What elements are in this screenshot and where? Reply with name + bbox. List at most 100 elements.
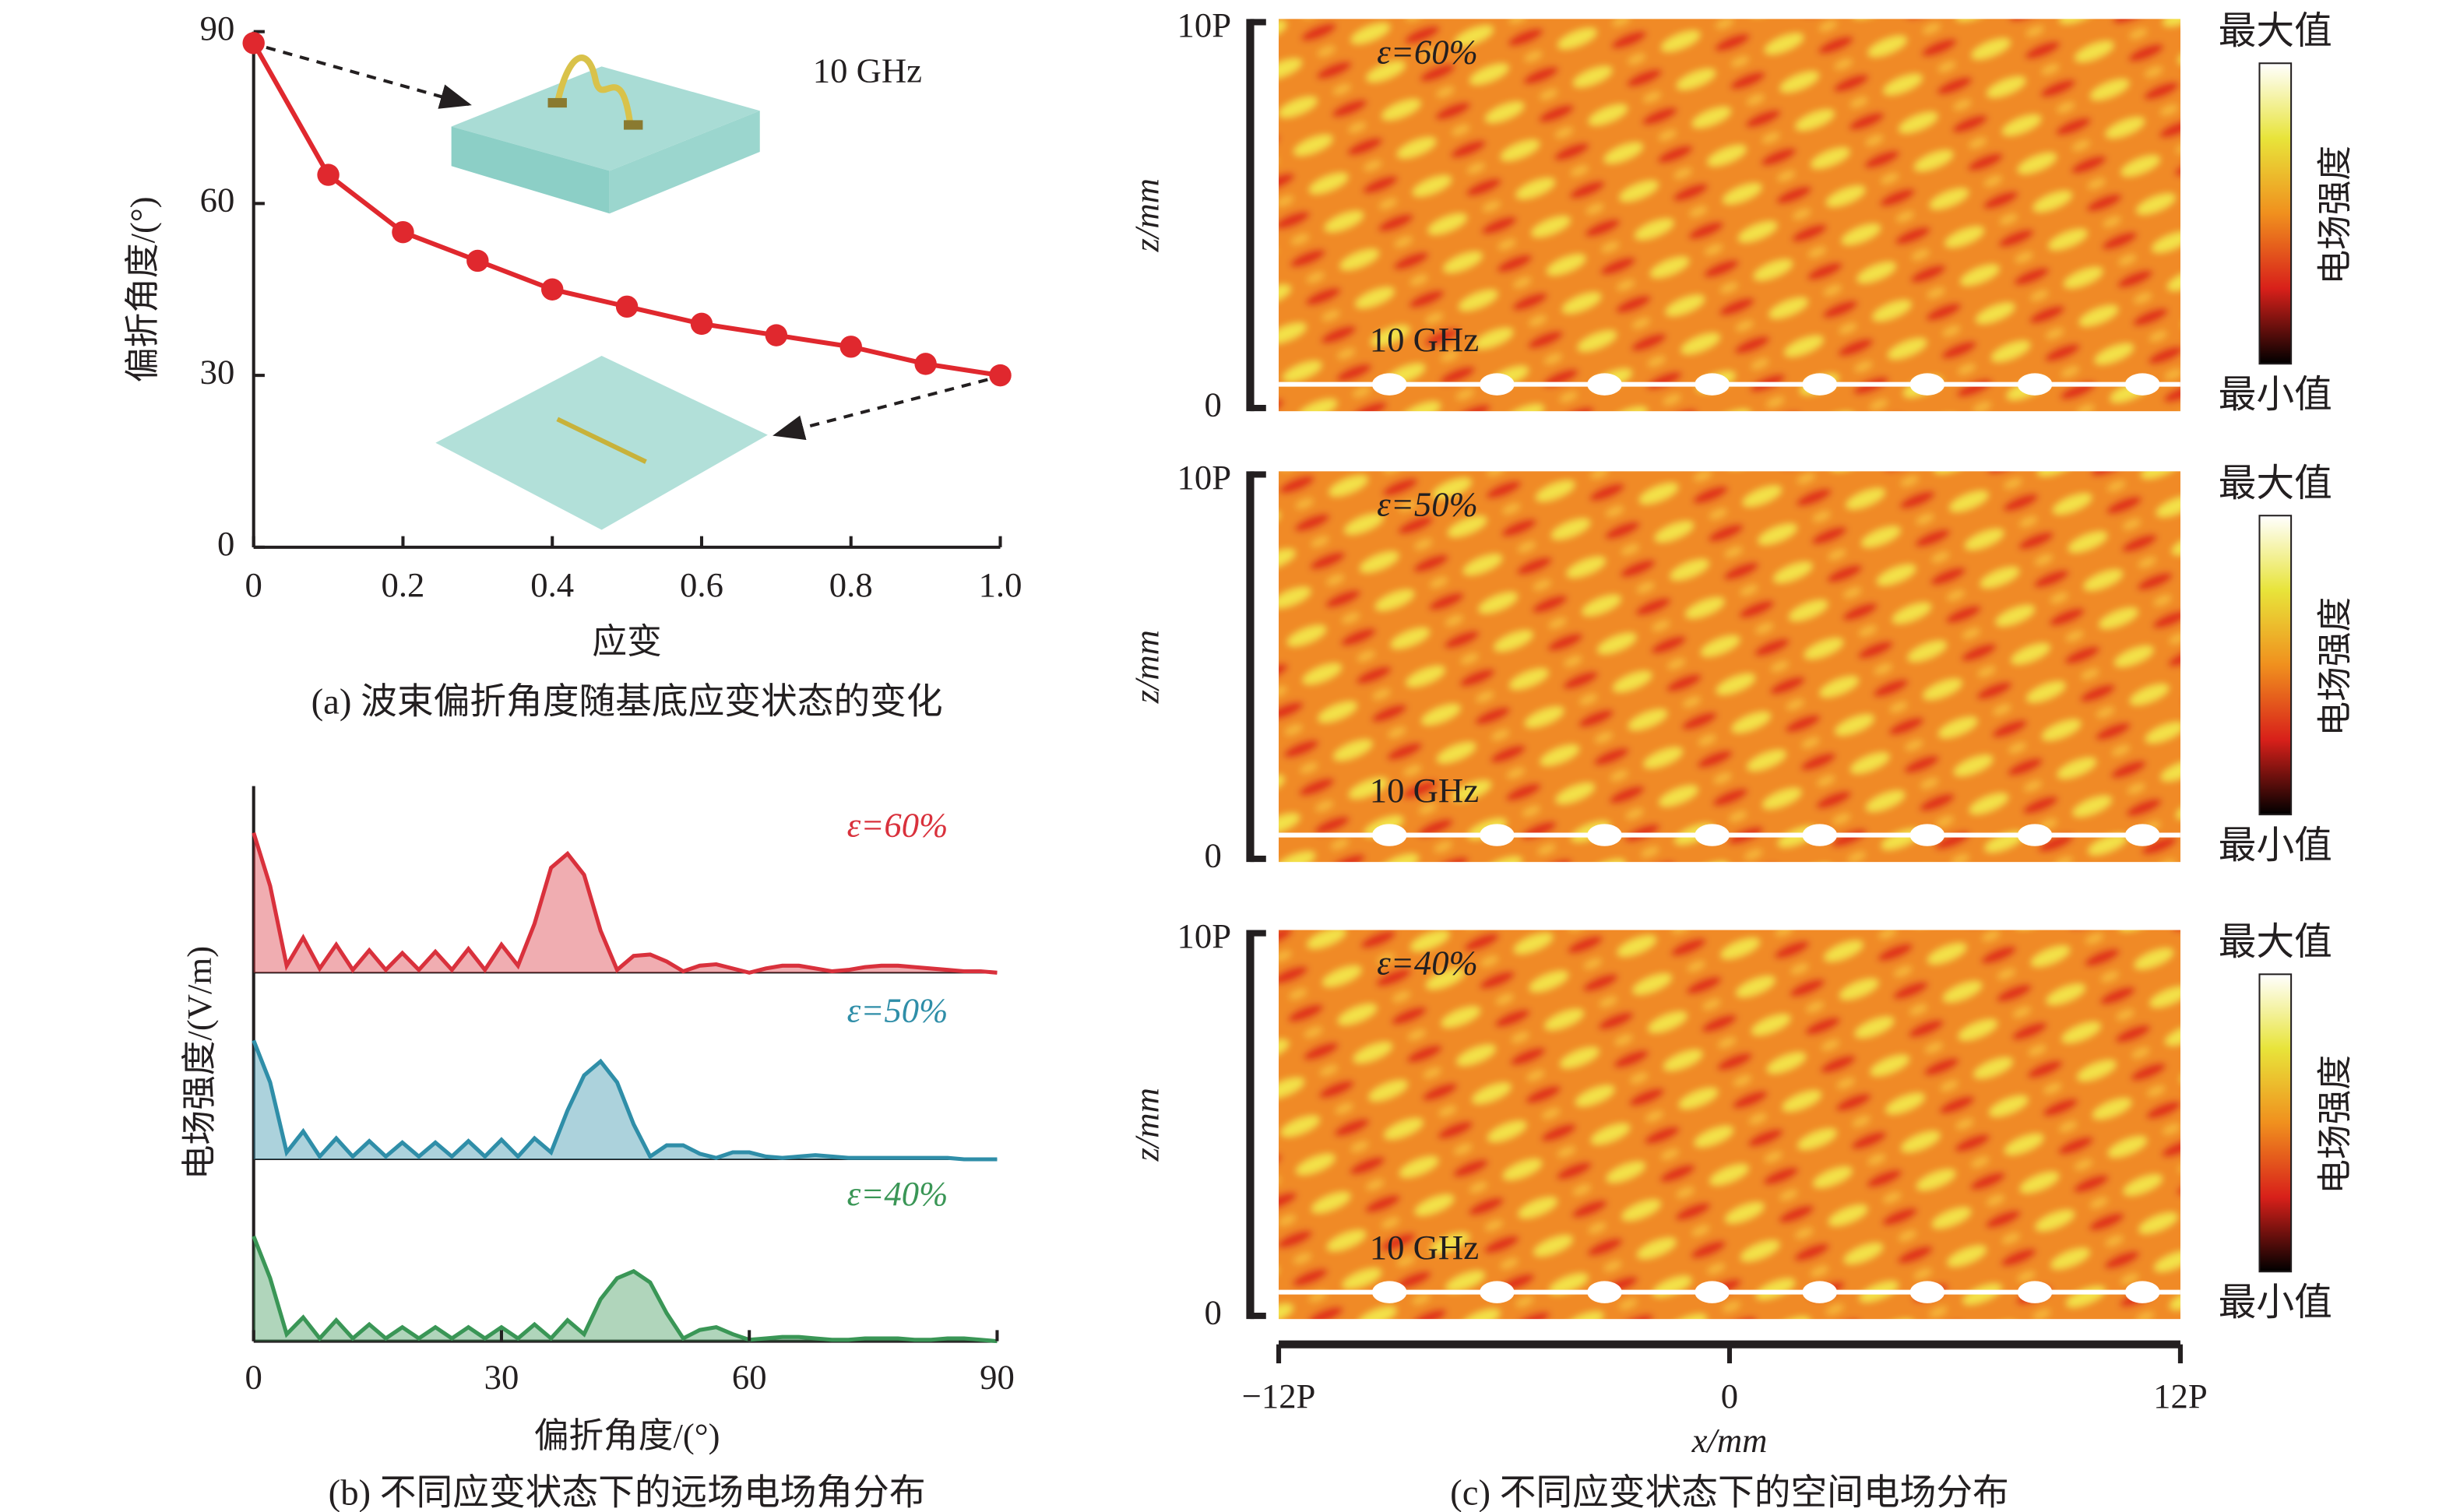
meta-atom	[1909, 1281, 1945, 1303]
meta-atom	[1371, 824, 1407, 846]
colorbar-title: 电场强度	[2315, 1055, 2354, 1194]
arrow	[266, 45, 472, 109]
x-axis-label: 偏折角度/(°)	[534, 1416, 720, 1455]
meta-atom	[1695, 373, 1730, 396]
meta-atom	[2124, 824, 2160, 846]
meta-atom	[1802, 373, 1838, 396]
z-tick-label: 0	[1205, 385, 1222, 424]
field-map	[1279, 19, 2180, 412]
meta-atom	[2124, 373, 2160, 396]
y-tick-label: 0	[217, 524, 234, 563]
data-line	[252, 832, 998, 975]
caption: (a) 波束偏折角度随基底应变状态的变化	[311, 682, 943, 723]
colorbar-max: 最大值	[2219, 921, 2332, 963]
data-area	[253, 1236, 998, 1341]
x-tick-label: 30	[484, 1358, 519, 1397]
meta-atom	[1480, 824, 1515, 846]
data-point	[541, 278, 564, 301]
x-tick-label: 0.4	[530, 565, 574, 604]
legend-label: ε=40%	[847, 1174, 948, 1213]
z-tick-label: 10P	[1177, 916, 1232, 955]
map-label: ε=40%	[1377, 943, 1478, 982]
caption: (c) 不同应变状态下的空间电场分布	[1450, 1472, 2009, 1512]
data-point	[690, 312, 713, 336]
data-point	[242, 32, 265, 55]
x-tick-label: 1.0	[979, 565, 1022, 604]
y-tick-label: 90	[200, 9, 235, 47]
data-point	[466, 249, 489, 273]
data-point	[765, 324, 788, 346]
z-tick-label: 0	[1205, 835, 1222, 874]
meta-atom	[2017, 1281, 2053, 1303]
colorbar-max: 最大值	[2219, 462, 2332, 505]
data-point	[317, 164, 340, 186]
z-axis-label: z/mm	[1128, 630, 1167, 704]
data-line	[252, 1039, 998, 1162]
y-tick-label: 60	[200, 181, 235, 220]
meta-atom	[1587, 1281, 1622, 1303]
meta-atom	[1802, 1281, 1838, 1303]
x-tick-label: 0	[245, 1358, 262, 1397]
annotation: 10 GHz	[813, 51, 922, 90]
y-axis-label: 偏折角度/(°)	[123, 196, 162, 382]
meta-atom	[1480, 1281, 1515, 1303]
x-tick-label: −12P	[1242, 1377, 1316, 1415]
x-tick-label: 0.6	[680, 565, 723, 604]
legend-label: ε=60%	[847, 806, 948, 845]
caption: (b) 不同应变状态下的远场电场角分布	[329, 1472, 926, 1512]
x-tick-label: 0.8	[829, 565, 873, 604]
meta-atom	[1371, 373, 1407, 396]
meta-atom	[2017, 824, 2053, 846]
x-axis-label: x/mm	[1691, 1421, 1768, 1460]
colorbar-min: 最小值	[2219, 1282, 2332, 1324]
data-point	[989, 364, 1012, 387]
meta-atom	[2017, 373, 2053, 396]
colorbar-title: 电场强度	[2315, 146, 2354, 285]
field-map	[1279, 471, 2180, 863]
x-tick-label: 90	[980, 1358, 1015, 1397]
z-axis-label: z/mm	[1128, 178, 1167, 252]
data-point	[914, 353, 937, 375]
meta-atom	[1802, 824, 1838, 846]
legend-label: ε=50%	[847, 990, 948, 1029]
inset-bent	[451, 55, 760, 214]
meta-atom	[1909, 373, 1945, 396]
meta-atom	[1695, 824, 1730, 846]
x-tick-label: 0	[1721, 1377, 1738, 1415]
map-label: ε=50%	[1377, 484, 1478, 523]
meta-atom	[1587, 373, 1622, 396]
x-tick-label: 60	[732, 1358, 767, 1397]
data-area	[253, 832, 998, 973]
z-tick-label: 10P	[1177, 458, 1232, 497]
inset-flat	[435, 356, 768, 530]
colorbar	[2258, 515, 2293, 816]
meta-atom	[1371, 1281, 1407, 1303]
z-tick-label: 10P	[1177, 5, 1232, 44]
map-label: ε=60%	[1377, 32, 1478, 71]
x-tick-label: 0	[245, 565, 262, 604]
meta-atom	[2124, 1281, 2160, 1303]
field-map-pattern	[1279, 19, 2180, 412]
colorbar	[2258, 62, 2293, 365]
data-line	[252, 1235, 998, 1344]
field-map-pattern	[1279, 471, 2180, 863]
data-point	[392, 220, 414, 244]
y-tick-label: 30	[200, 352, 235, 391]
frequency-label: 10 GHz	[1370, 320, 1479, 359]
x-tick-label: 0.2	[382, 565, 425, 604]
field-map	[1279, 930, 2180, 1320]
field-map-pattern	[1279, 930, 2180, 1320]
z-axis-label: z/mm	[1128, 1088, 1167, 1162]
x-tick-label: 12P	[2153, 1377, 2208, 1415]
z-tick-label: 0	[1205, 1292, 1222, 1331]
colorbar-min: 最小值	[2219, 825, 2332, 867]
meta-atom	[1587, 824, 1622, 846]
colorbar-min: 最小值	[2219, 374, 2332, 416]
data-point	[839, 336, 862, 358]
frequency-label: 10 GHz	[1370, 1228, 1479, 1267]
colorbar-max: 最大值	[2219, 10, 2332, 52]
meta-atom	[1480, 373, 1515, 396]
y-axis-label: 电场强度/(V/m)	[180, 946, 219, 1180]
frequency-label: 10 GHz	[1370, 771, 1479, 810]
